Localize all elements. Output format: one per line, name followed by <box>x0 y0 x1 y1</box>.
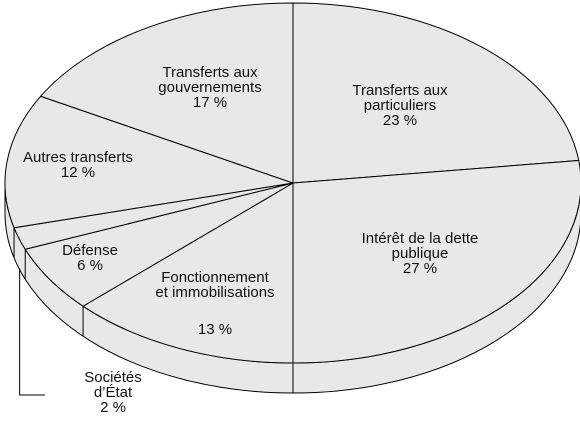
slice-label: Transferts aux particuliers <box>352 82 448 114</box>
slice-value: 6 % <box>77 257 103 274</box>
slice-value: 17 % <box>193 94 227 111</box>
pie-slice <box>82 182 294 364</box>
slice-label: Transferts aux gouvernements <box>158 64 261 96</box>
slice-label: Défense <box>62 242 118 259</box>
slice-value: 27 % <box>403 260 437 277</box>
slice-label: Autres transferts <box>23 149 133 166</box>
slice-value: 13 % <box>198 321 232 338</box>
pie-slice <box>292 2 580 184</box>
pie-slice <box>39 2 294 184</box>
pie-slice <box>4 95 294 229</box>
slice-label: Fonctionnement et immobilisations <box>155 269 274 301</box>
slice-value: 12 % <box>61 164 95 181</box>
slice-label: Intérêt de la dette publique <box>362 230 479 262</box>
slice-value: 23 % <box>383 112 417 129</box>
slice-label: Sociétés d’État <box>84 369 142 401</box>
leader-line <box>19 268 45 396</box>
slice-value: 2 % <box>100 399 126 416</box>
